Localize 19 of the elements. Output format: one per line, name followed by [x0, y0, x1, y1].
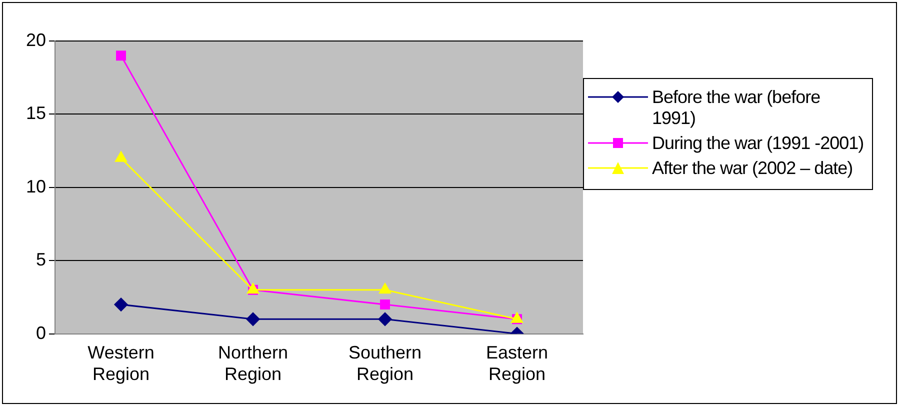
x-tick-label: Southern Region	[348, 342, 422, 384]
y-tick-label: 15	[26, 103, 46, 124]
point	[380, 300, 390, 310]
y-tick-label: 20	[26, 30, 46, 50]
y-tick-label: 5	[36, 250, 46, 270]
point	[116, 50, 126, 61]
point	[115, 151, 127, 162]
x-tick-label: Western Region	[88, 342, 154, 384]
y-tick-label: 0	[36, 322, 46, 343]
point	[379, 283, 391, 294]
legend-label: During the war (1991 -2001)	[652, 133, 864, 154]
y-tick-label: 10	[26, 176, 46, 196]
point	[246, 312, 260, 326]
legend-label: Before the war (before 1991)	[652, 87, 822, 129]
point	[114, 298, 128, 312]
point	[378, 312, 392, 326]
legend-label: After the war (2002 – date)	[652, 158, 853, 179]
x-tick-label: Northern Region	[218, 342, 288, 384]
x-tick-label: Eastern Region	[486, 342, 548, 384]
